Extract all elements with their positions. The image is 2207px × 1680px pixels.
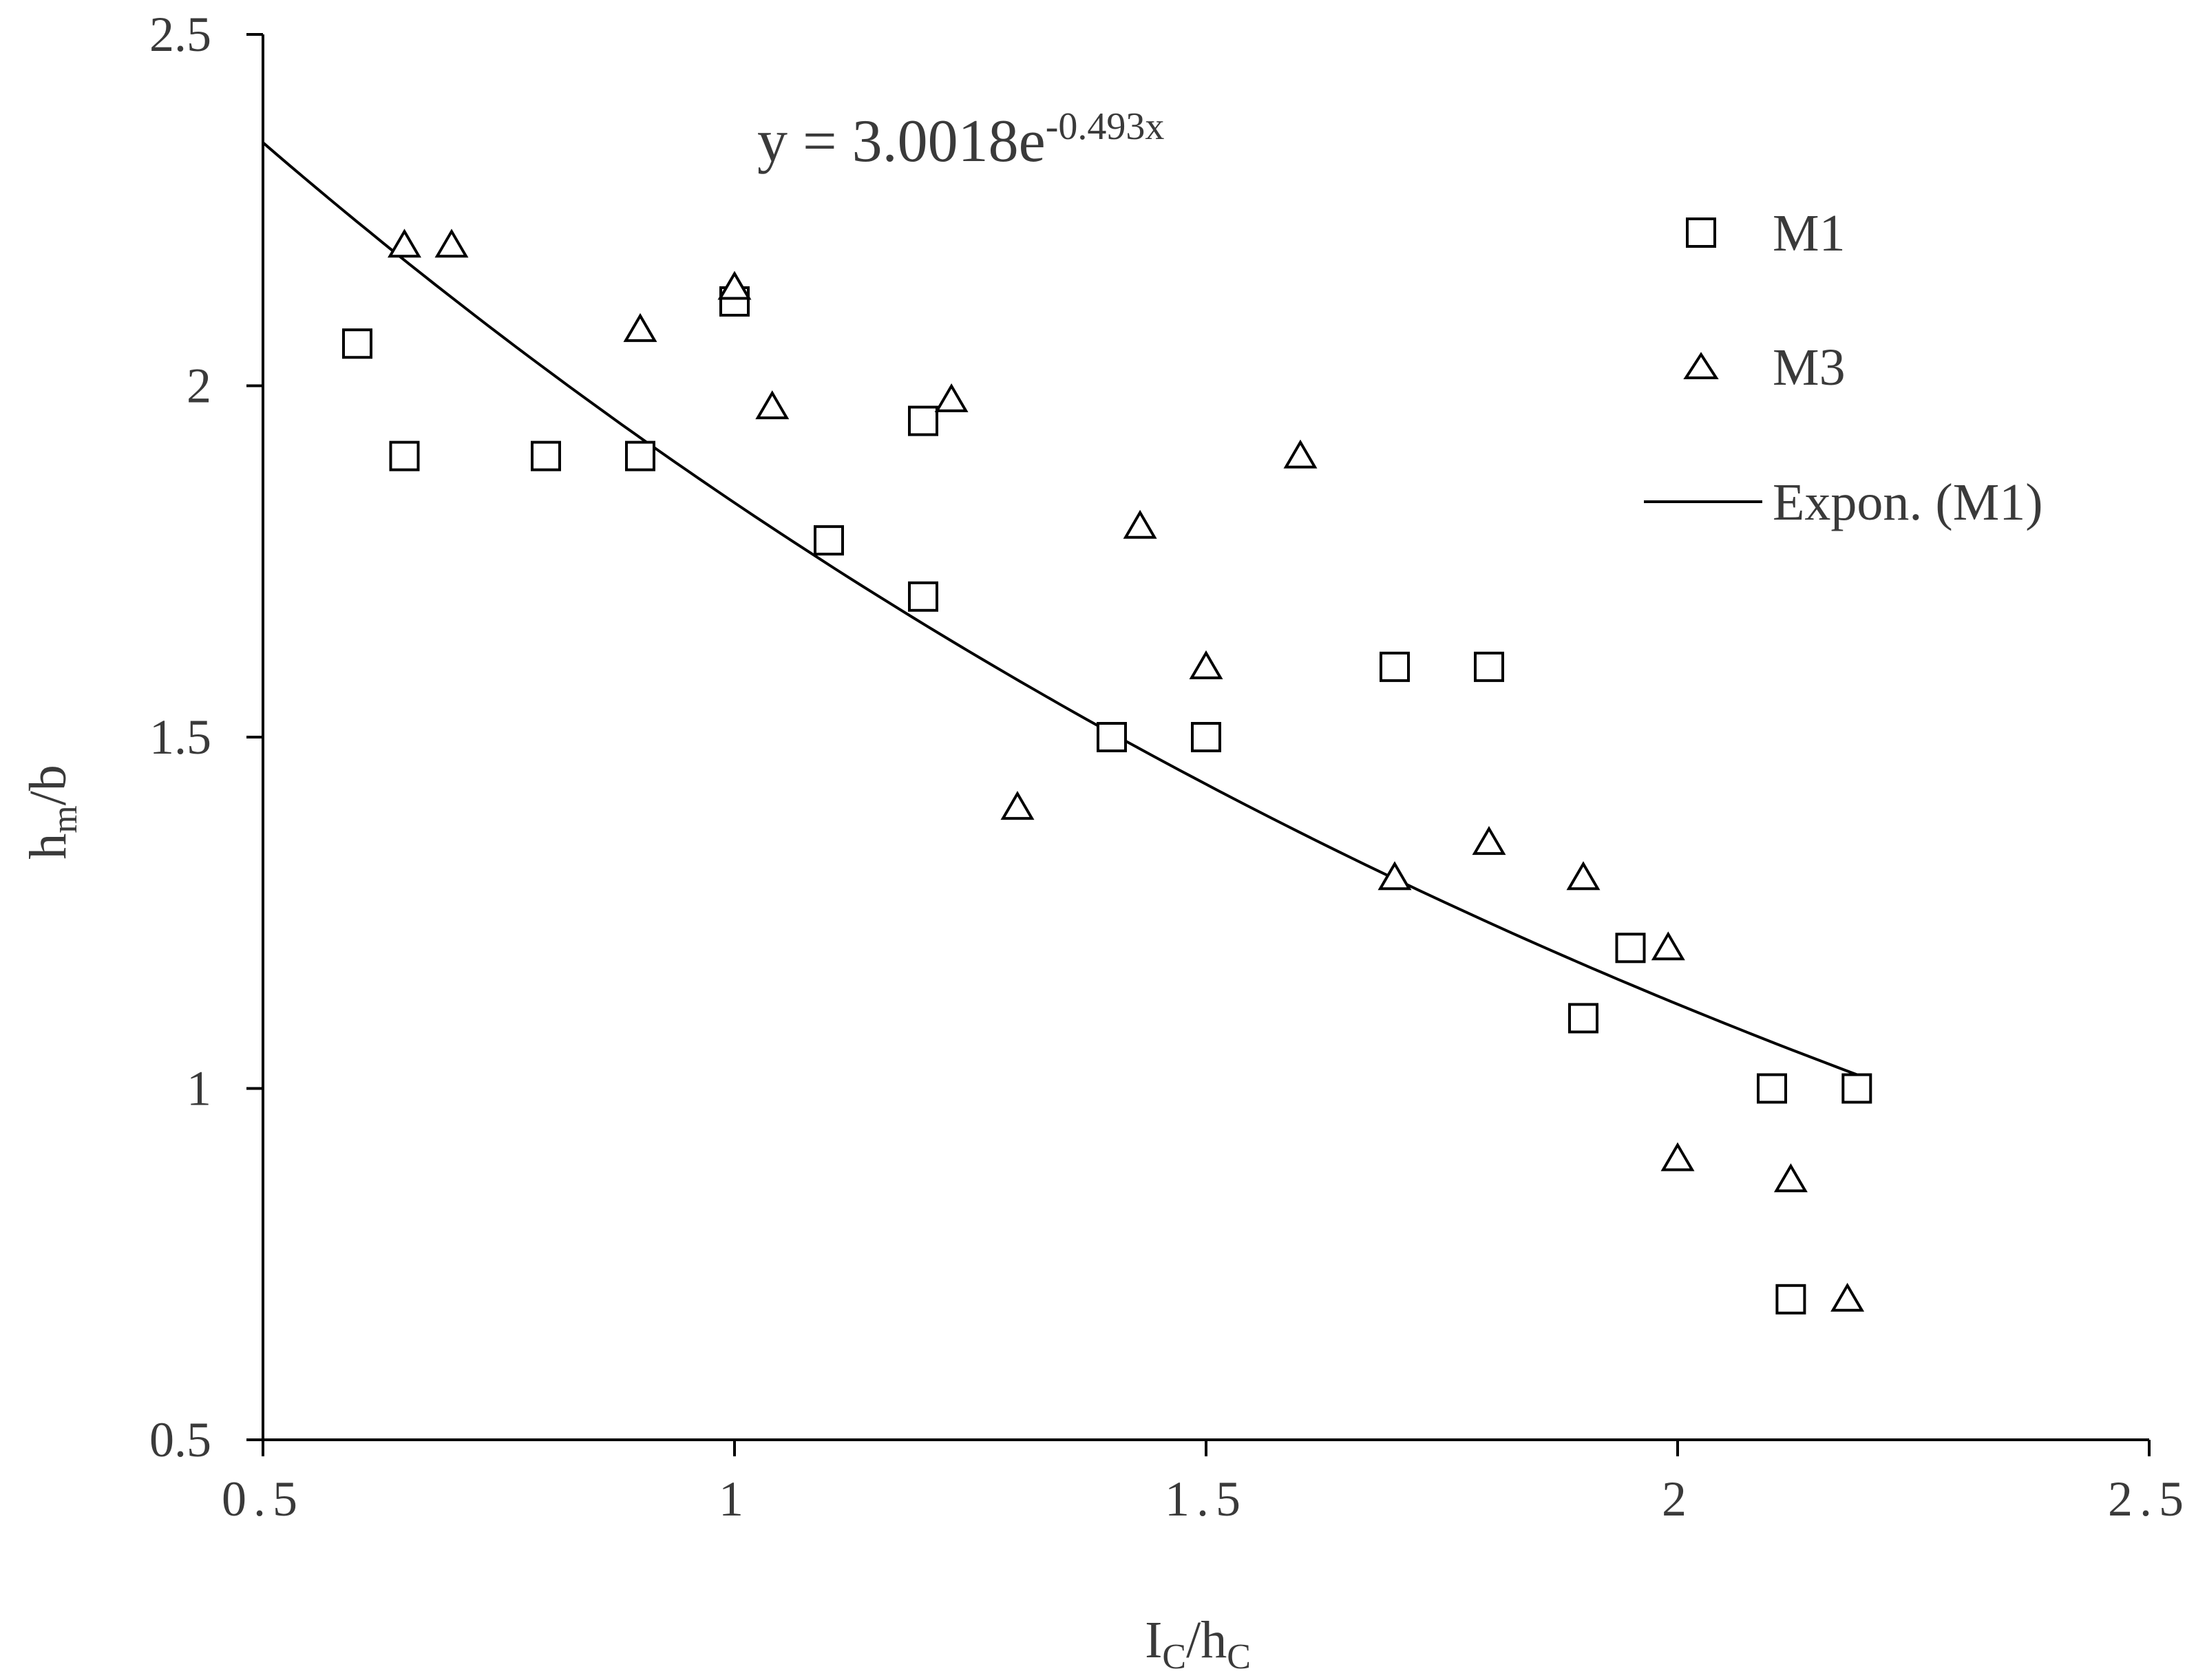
m3-triangle-point xyxy=(1472,826,1506,855)
legend-label-expon-m1: Expon. (M1) xyxy=(1773,474,2043,531)
trendline-expon-m1 xyxy=(262,141,1858,1076)
m1-square-point xyxy=(1775,1284,1806,1315)
m1-square-point xyxy=(625,440,655,471)
m3-triangle-point xyxy=(1189,650,1223,679)
m1-square-point xyxy=(1568,1003,1598,1034)
tick-marks xyxy=(246,33,2151,1456)
m3-triangle-point xyxy=(1830,1282,1865,1312)
legend-label-m3: M3 xyxy=(1773,339,1846,396)
m3-triangle-point xyxy=(623,312,657,342)
x-tick-label: 2.5 xyxy=(2108,1471,2190,1527)
legend-square-marker xyxy=(1686,217,1716,248)
legend-item-m3: M3 xyxy=(1683,339,1846,396)
trendline-equation: y = 3.0018e-0.493x xyxy=(757,105,1164,175)
series-m1-markers xyxy=(342,286,1872,1315)
m1-square-point xyxy=(1474,651,1504,682)
m3-triangle-point xyxy=(717,270,752,300)
m3-triangle-point xyxy=(1651,931,1685,961)
m3-triangle-point xyxy=(1000,791,1035,820)
m1-square-point xyxy=(531,440,561,471)
y-axis-title-rest: /b xyxy=(19,765,77,805)
x-tick-label: 1 xyxy=(719,1471,750,1527)
m3-triangle-point xyxy=(1377,861,1412,891)
legend-triangle-marker xyxy=(1683,352,1719,379)
m1-square-point xyxy=(908,405,938,436)
x-axis-title-sub1: C xyxy=(1162,1637,1186,1677)
x-axis-title-mid: /h xyxy=(1186,1611,1227,1669)
m1-square-point xyxy=(389,440,420,471)
m1-square-point xyxy=(1841,1073,1872,1104)
y-axis-title-main: h xyxy=(19,833,77,860)
m3-triangle-point xyxy=(388,228,421,258)
m3-triangle-point xyxy=(1123,509,1157,539)
m1-square-point xyxy=(342,328,372,359)
y-tick-label: 1 xyxy=(187,1061,211,1116)
y-tick-label: 2.5 xyxy=(149,7,211,62)
m1-square-point xyxy=(1380,651,1410,682)
legend-item-m1: M1 xyxy=(1686,204,1846,262)
y-tick-label: 0.5 xyxy=(149,1412,211,1467)
m3-triangle-point xyxy=(934,383,969,412)
m1-square-point xyxy=(1097,722,1127,752)
y-axis-title-sub: m xyxy=(45,805,85,833)
m1-square-point xyxy=(1191,722,1221,752)
x-tick-label: 1.5 xyxy=(1165,1471,1247,1527)
x-tick-label: 2 xyxy=(1662,1471,1693,1527)
m3-triangle-point xyxy=(755,390,790,420)
y-tick-label: 1.5 xyxy=(149,710,211,765)
m1-square-point xyxy=(908,581,938,612)
m3-triangle-point xyxy=(1566,861,1601,891)
m1-square-point xyxy=(814,525,844,556)
tick-labels: 0.5 1 1.5 2 2.5 0.5 1 1.5 2 2.5 xyxy=(149,7,2190,1527)
series-m3-markers xyxy=(388,228,1865,1312)
x-tick-label: 0.5 xyxy=(222,1471,304,1527)
x-axis-title-sub2: C xyxy=(1227,1637,1251,1677)
m3-triangle-point xyxy=(1283,439,1318,469)
legend: M1 M3 Expon. (M1) xyxy=(1644,204,2043,531)
m3-triangle-point xyxy=(1773,1163,1808,1193)
equation-prefix: y = 3.0018e xyxy=(757,108,1046,175)
x-axis-title-main: I xyxy=(1145,1611,1162,1669)
x-axis-title: IC/hC xyxy=(1145,1611,1251,1677)
legend-label-m1: M1 xyxy=(1773,204,1846,262)
y-axis-title: hm/b xyxy=(19,765,85,860)
m3-triangle-point xyxy=(434,228,469,258)
legend-item-expon-m1: Expon. (M1) xyxy=(1644,474,2043,531)
y-tick-label: 2 xyxy=(187,359,211,414)
m3-triangle-point xyxy=(1660,1142,1695,1171)
equation-superscript: -0.493x xyxy=(1046,105,1165,148)
m1-square-point xyxy=(1615,933,1646,964)
m1-square-point xyxy=(1757,1073,1787,1104)
